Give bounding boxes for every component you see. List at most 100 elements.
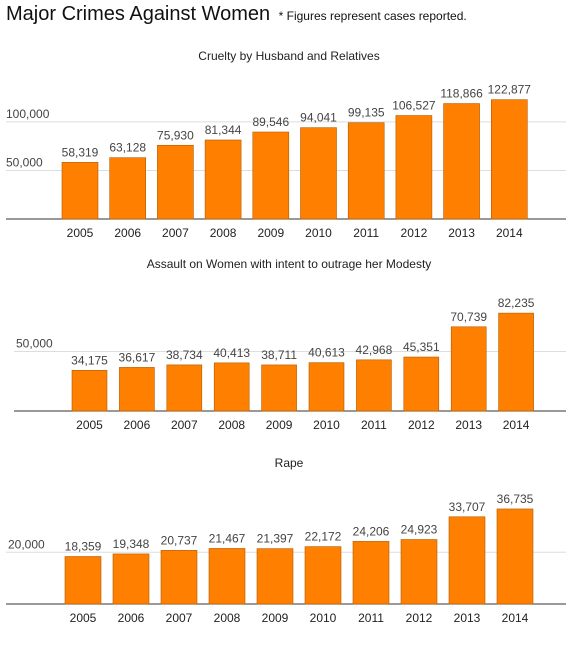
- y-tick-label: 50,000: [6, 155, 43, 169]
- bar-2006: [119, 367, 155, 412]
- bar-2012: [395, 115, 433, 220]
- data-label: 94,041: [300, 111, 337, 125]
- x-tick-label: 2009: [257, 226, 284, 240]
- y-tick-label: 20,000: [8, 537, 45, 551]
- data-label: 21,397: [257, 532, 294, 546]
- bar-2013: [450, 326, 487, 412]
- chart-rape: Rape 20,000 18,359 2005 19,348 2006 20,737 2007…: [6, 456, 566, 625]
- bar-2007: [166, 364, 203, 412]
- data-label: 34,175: [71, 353, 108, 367]
- bar-2012: [400, 539, 438, 605]
- x-tick-label: 2010: [310, 611, 337, 625]
- data-label: 89,546: [252, 115, 289, 129]
- x-tick-label: 2012: [408, 418, 435, 432]
- x-tick-label: 2005: [76, 418, 103, 432]
- bar-2006: [112, 553, 150, 605]
- bar-2009: [261, 364, 297, 412]
- y-tick-label: 100,000: [6, 107, 50, 121]
- data-label: 122,877: [488, 83, 532, 97]
- page-subtitle: * Figures represent cases reported.: [278, 9, 467, 23]
- bar-2008: [213, 362, 250, 412]
- data-label: 21,467: [209, 531, 246, 545]
- data-label: 63,128: [109, 141, 146, 155]
- bar-2014: [496, 508, 534, 605]
- data-label: 24,923: [401, 523, 438, 537]
- chart-header: Major Crimes Against Women * Figures rep…: [6, 3, 467, 26]
- data-label: 99,135: [348, 106, 385, 120]
- data-label: 70,739: [450, 310, 487, 324]
- x-tick-label: 2011: [361, 418, 387, 432]
- bar-2010: [304, 546, 342, 605]
- bar-2005: [61, 162, 99, 220]
- bar-2008: [204, 139, 242, 220]
- data-label: 106,527: [392, 99, 436, 113]
- bar-2005: [71, 370, 108, 412]
- data-label: 20,737: [161, 533, 198, 547]
- y-tick-label: 50,000: [16, 336, 53, 350]
- x-tick-label: 2010: [305, 226, 332, 240]
- bar-2011: [352, 541, 390, 605]
- chart-cruelty: Cruelty by Husband and Relatives 50,000 10…: [6, 49, 566, 240]
- x-tick-label: 2008: [214, 611, 241, 625]
- x-tick-label: 2006: [124, 418, 151, 432]
- x-tick-label: 2014: [503, 418, 530, 432]
- bar-2008: [208, 548, 246, 605]
- bar-2005: [64, 556, 102, 605]
- x-tick-label: 2008: [210, 226, 237, 240]
- bar-2011: [347, 122, 385, 220]
- data-label: 22,172: [305, 530, 342, 544]
- data-label: 45,351: [403, 340, 440, 354]
- data-label: 36,617: [119, 350, 156, 364]
- chart-title: Assault on Women with intent to outrage …: [147, 257, 432, 271]
- data-label: 82,235: [498, 296, 535, 310]
- x-tick-label: 2013: [448, 226, 475, 240]
- data-label: 75,930: [157, 128, 194, 142]
- chart-assault: Assault on Women with intent to outrage …: [14, 257, 566, 432]
- x-tick-label: 2010: [313, 418, 340, 432]
- data-label: 42,968: [356, 343, 393, 357]
- bar-2010: [308, 362, 345, 412]
- data-label: 18,359: [65, 539, 102, 553]
- bar-2011: [356, 359, 392, 412]
- chart-title: Cruelty by Husband and Relatives: [198, 49, 379, 63]
- x-tick-label: 2011: [358, 611, 384, 625]
- x-tick-label: 2008: [218, 418, 245, 432]
- data-label: 40,413: [213, 346, 250, 360]
- bar-2006: [109, 157, 146, 220]
- bar-2009: [256, 548, 294, 605]
- data-label: 118,866: [440, 87, 483, 101]
- x-tick-label: 2013: [454, 611, 481, 625]
- data-label: 38,711: [261, 348, 297, 362]
- x-tick-label: 2014: [502, 611, 529, 625]
- bar-2009: [252, 131, 290, 220]
- x-tick-label: 2011: [353, 226, 379, 240]
- x-tick-label: 2009: [262, 611, 289, 625]
- x-tick-label: 2005: [70, 611, 97, 625]
- bar-2012: [403, 356, 440, 412]
- chart-title: Rape: [275, 456, 304, 470]
- data-label: 19,348: [113, 537, 150, 551]
- data-label: 58,319: [62, 145, 99, 159]
- bar-2007: [157, 144, 194, 220]
- x-tick-label: 2013: [455, 418, 482, 432]
- x-tick-label: 2012: [401, 226, 428, 240]
- bar-2010: [300, 127, 337, 220]
- bar-2014: [490, 99, 528, 220]
- bar-2013: [443, 103, 480, 220]
- x-tick-label: 2006: [114, 226, 141, 240]
- x-tick-label: 2014: [496, 226, 523, 240]
- bar-2014: [498, 312, 534, 412]
- x-tick-label: 2007: [162, 226, 189, 240]
- data-label: 81,344: [205, 123, 242, 137]
- x-tick-label: 2009: [266, 418, 293, 432]
- data-label: 36,735: [497, 492, 534, 506]
- x-tick-label: 2006: [118, 611, 145, 625]
- data-label: 33,707: [449, 500, 486, 514]
- x-tick-label: 2007: [166, 611, 193, 625]
- bar-2007: [160, 550, 198, 605]
- bar-2013: [448, 516, 486, 605]
- page-title: Major Crimes Against Women: [6, 3, 271, 25]
- data-label: 24,206: [353, 524, 390, 538]
- x-tick-label: 2012: [406, 611, 433, 625]
- x-tick-label: 2007: [171, 418, 198, 432]
